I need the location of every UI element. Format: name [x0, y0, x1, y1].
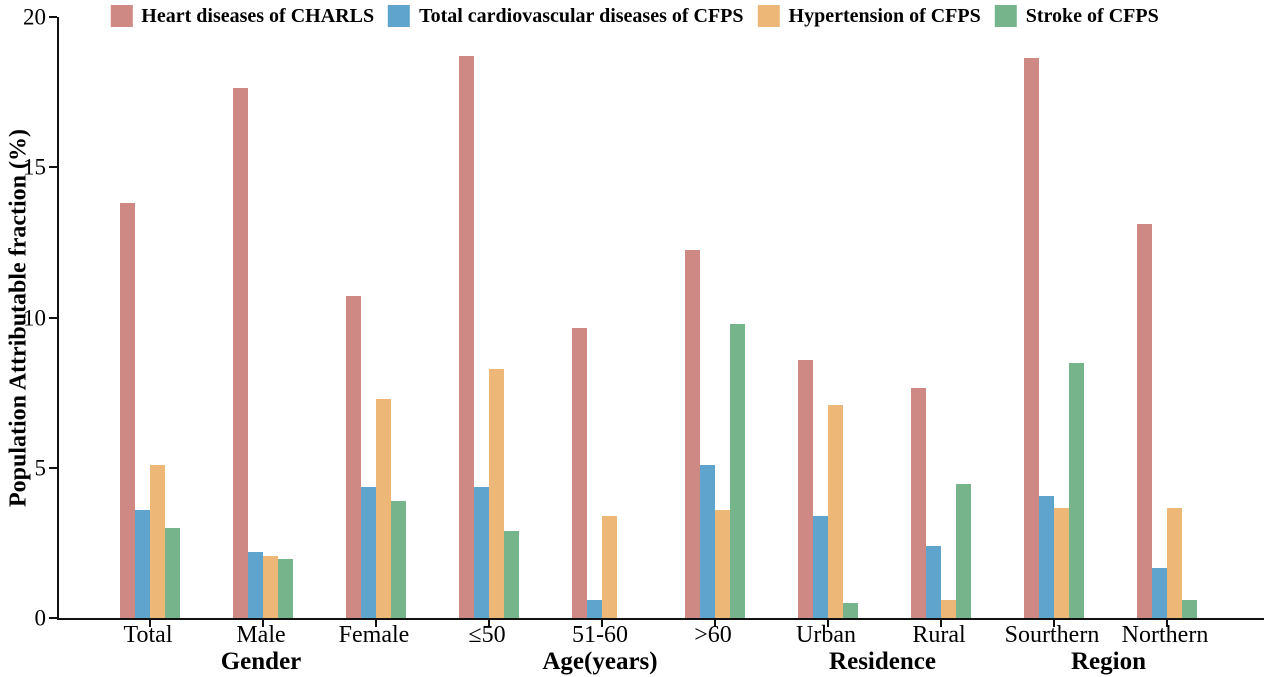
x-category-label-51-60: 51-60 — [572, 622, 628, 648]
x-category-label-total: Total — [123, 622, 173, 648]
bar-hypertension-of-cfps-rural — [941, 599, 956, 618]
x-tick-mark-sourthern — [1053, 620, 1055, 627]
x-category-label-urban: Urban — [796, 622, 856, 648]
bar-stroke-of-cfps-sourthern — [1069, 362, 1084, 618]
plot-area: 0 5 10 15 20 — [23, 6, 1264, 630]
x-tick-mark-51-60 — [601, 620, 603, 627]
bar-hypertension-of-cfps-51-60 — [602, 515, 617, 618]
bar-stroke-of-cfps-60 — [730, 323, 745, 618]
bar-hypertension-of-cfps-60 — [715, 509, 730, 618]
legend-item-heart-diseases-charls: Heart diseases of CHARLS — [110, 5, 374, 27]
x-tick-mark-urban — [827, 620, 829, 627]
x-tick-mark-northern — [1166, 620, 1168, 627]
y-tick-label-15: 15 — [23, 154, 46, 180]
x-group-label-region: Region — [1071, 648, 1146, 675]
bar-total-cardiovascular-diseases-of-cfps-51-60 — [587, 599, 602, 618]
bar-total-cardiovascular-diseases-of-cfps-total — [135, 509, 150, 618]
x-group-label-gender: Gender — [220, 648, 302, 675]
legend-swatch-stroke-cfps — [994, 5, 1017, 27]
bar-stroke-of-cfps-male — [278, 559, 293, 618]
bar-total-cardiovascular-diseases-of-cfps-female — [361, 487, 376, 618]
legend-label-heart-diseases-charls: Heart diseases of CHARLS — [141, 5, 375, 27]
bar-hypertension-of-cfps-male — [263, 556, 278, 618]
bar-heart-diseases-of-charls-female — [346, 296, 361, 618]
bar-hypertension-of-cfps-urban — [828, 404, 843, 618]
y-tick-mark-5 — [49, 466, 57, 469]
bar-heart-diseases-of-charls-urban — [798, 359, 813, 618]
bar-heart-diseases-of-charls-sourthern — [1024, 57, 1039, 618]
bar-total-cardiovascular-diseases-of-cfps-sourthern — [1039, 496, 1054, 618]
y-tick-mark-0 — [49, 617, 57, 619]
bar-total-cardiovascular-diseases-of-cfps-male — [248, 551, 263, 618]
x-tick-mark-male — [262, 620, 264, 627]
x-tick-mark-rural — [940, 620, 942, 627]
x-category-label-50: ≤50 — [468, 622, 506, 648]
x-group-label-residence: Residence — [829, 648, 936, 675]
legend-swatch-heart-diseases-charls — [110, 5, 133, 27]
x-category-label-northern: Northern — [1121, 622, 1209, 648]
x-tick-mark-60 — [714, 620, 716, 627]
legend-item-stroke-cfps: Stroke of CFPS — [994, 5, 1159, 27]
bar-hypertension-of-cfps-50 — [489, 368, 504, 618]
bar-stroke-of-cfps-50 — [504, 530, 519, 618]
bar-total-cardiovascular-diseases-of-cfps-rural — [926, 545, 941, 618]
bar-stroke-of-cfps-female — [391, 500, 406, 618]
y-tick-mark-20 — [49, 16, 57, 18]
bar-total-cardiovascular-diseases-of-cfps-northern — [1152, 568, 1167, 618]
bar-heart-diseases-of-charls-male — [233, 87, 248, 618]
bar-total-cardiovascular-diseases-of-cfps-60 — [700, 464, 715, 618]
y-tick-mark-10 — [49, 316, 57, 319]
bar-hypertension-of-cfps-northern — [1167, 508, 1182, 618]
bar-heart-diseases-of-charls-51-60 — [572, 328, 587, 618]
x-category-label-60: >60 — [694, 622, 732, 648]
y-tick-label-0: 0 — [34, 605, 47, 631]
legend-label-stroke-cfps: Stroke of CFPS — [1025, 5, 1159, 27]
legend-item-total-cvd-cfps: Total cardiovascular diseases of CFPS — [388, 5, 744, 27]
legend: Heart diseases of CHARLS Total cardiovas… — [110, 5, 1159, 27]
y-tick-label-10: 10 — [23, 305, 46, 330]
x-category-label-sourthern: Sourthern — [1004, 622, 1100, 648]
y-tick-mark-15 — [49, 166, 57, 169]
bar-hypertension-of-cfps-female — [376, 398, 391, 618]
bar-heart-diseases-of-charls-rural — [911, 388, 926, 618]
bar-heart-diseases-of-charls-50 — [459, 56, 474, 618]
x-category-label-female: Female — [338, 622, 410, 648]
bar-heart-diseases-of-charls-total — [120, 203, 135, 618]
bar-stroke-of-cfps-total — [165, 527, 180, 618]
legend-label-total-cvd-cfps: Total cardiovascular diseases of CFPS — [419, 5, 744, 27]
legend-swatch-total-cvd-cfps — [388, 5, 411, 27]
legend-swatch-hypertension-cfps — [757, 5, 780, 27]
x-group-label-age-years: Age(years) — [542, 648, 658, 675]
x-category-label-male: Male — [236, 622, 286, 648]
bar-hypertension-of-cfps-sourthern — [1054, 508, 1069, 618]
bar-heart-diseases-of-charls-northern — [1137, 224, 1152, 618]
bar-heart-diseases-of-charls-60 — [685, 249, 700, 618]
x-category-label-rural: Rural — [912, 622, 966, 648]
y-tick-label-20: 20 — [23, 4, 46, 30]
y-tick-label-5: 5 — [34, 455, 47, 481]
bar-total-cardiovascular-diseases-of-cfps-50 — [474, 487, 489, 618]
x-tick-mark-female — [375, 620, 377, 627]
bar-stroke-of-cfps-urban — [843, 602, 858, 618]
legend-item-hypertension-cfps: Hypertension of CFPS — [757, 5, 981, 27]
legend-label-hypertension-cfps: Hypertension of CFPS — [788, 5, 981, 27]
x-tick-mark-total — [149, 620, 151, 627]
bar-stroke-of-cfps-rural — [956, 484, 971, 618]
bar-hypertension-of-cfps-total — [150, 464, 165, 618]
x-tick-mark-50 — [488, 620, 490, 627]
bar-total-cardiovascular-diseases-of-cfps-urban — [813, 515, 828, 618]
bar-stroke-of-cfps-northern — [1182, 599, 1197, 618]
